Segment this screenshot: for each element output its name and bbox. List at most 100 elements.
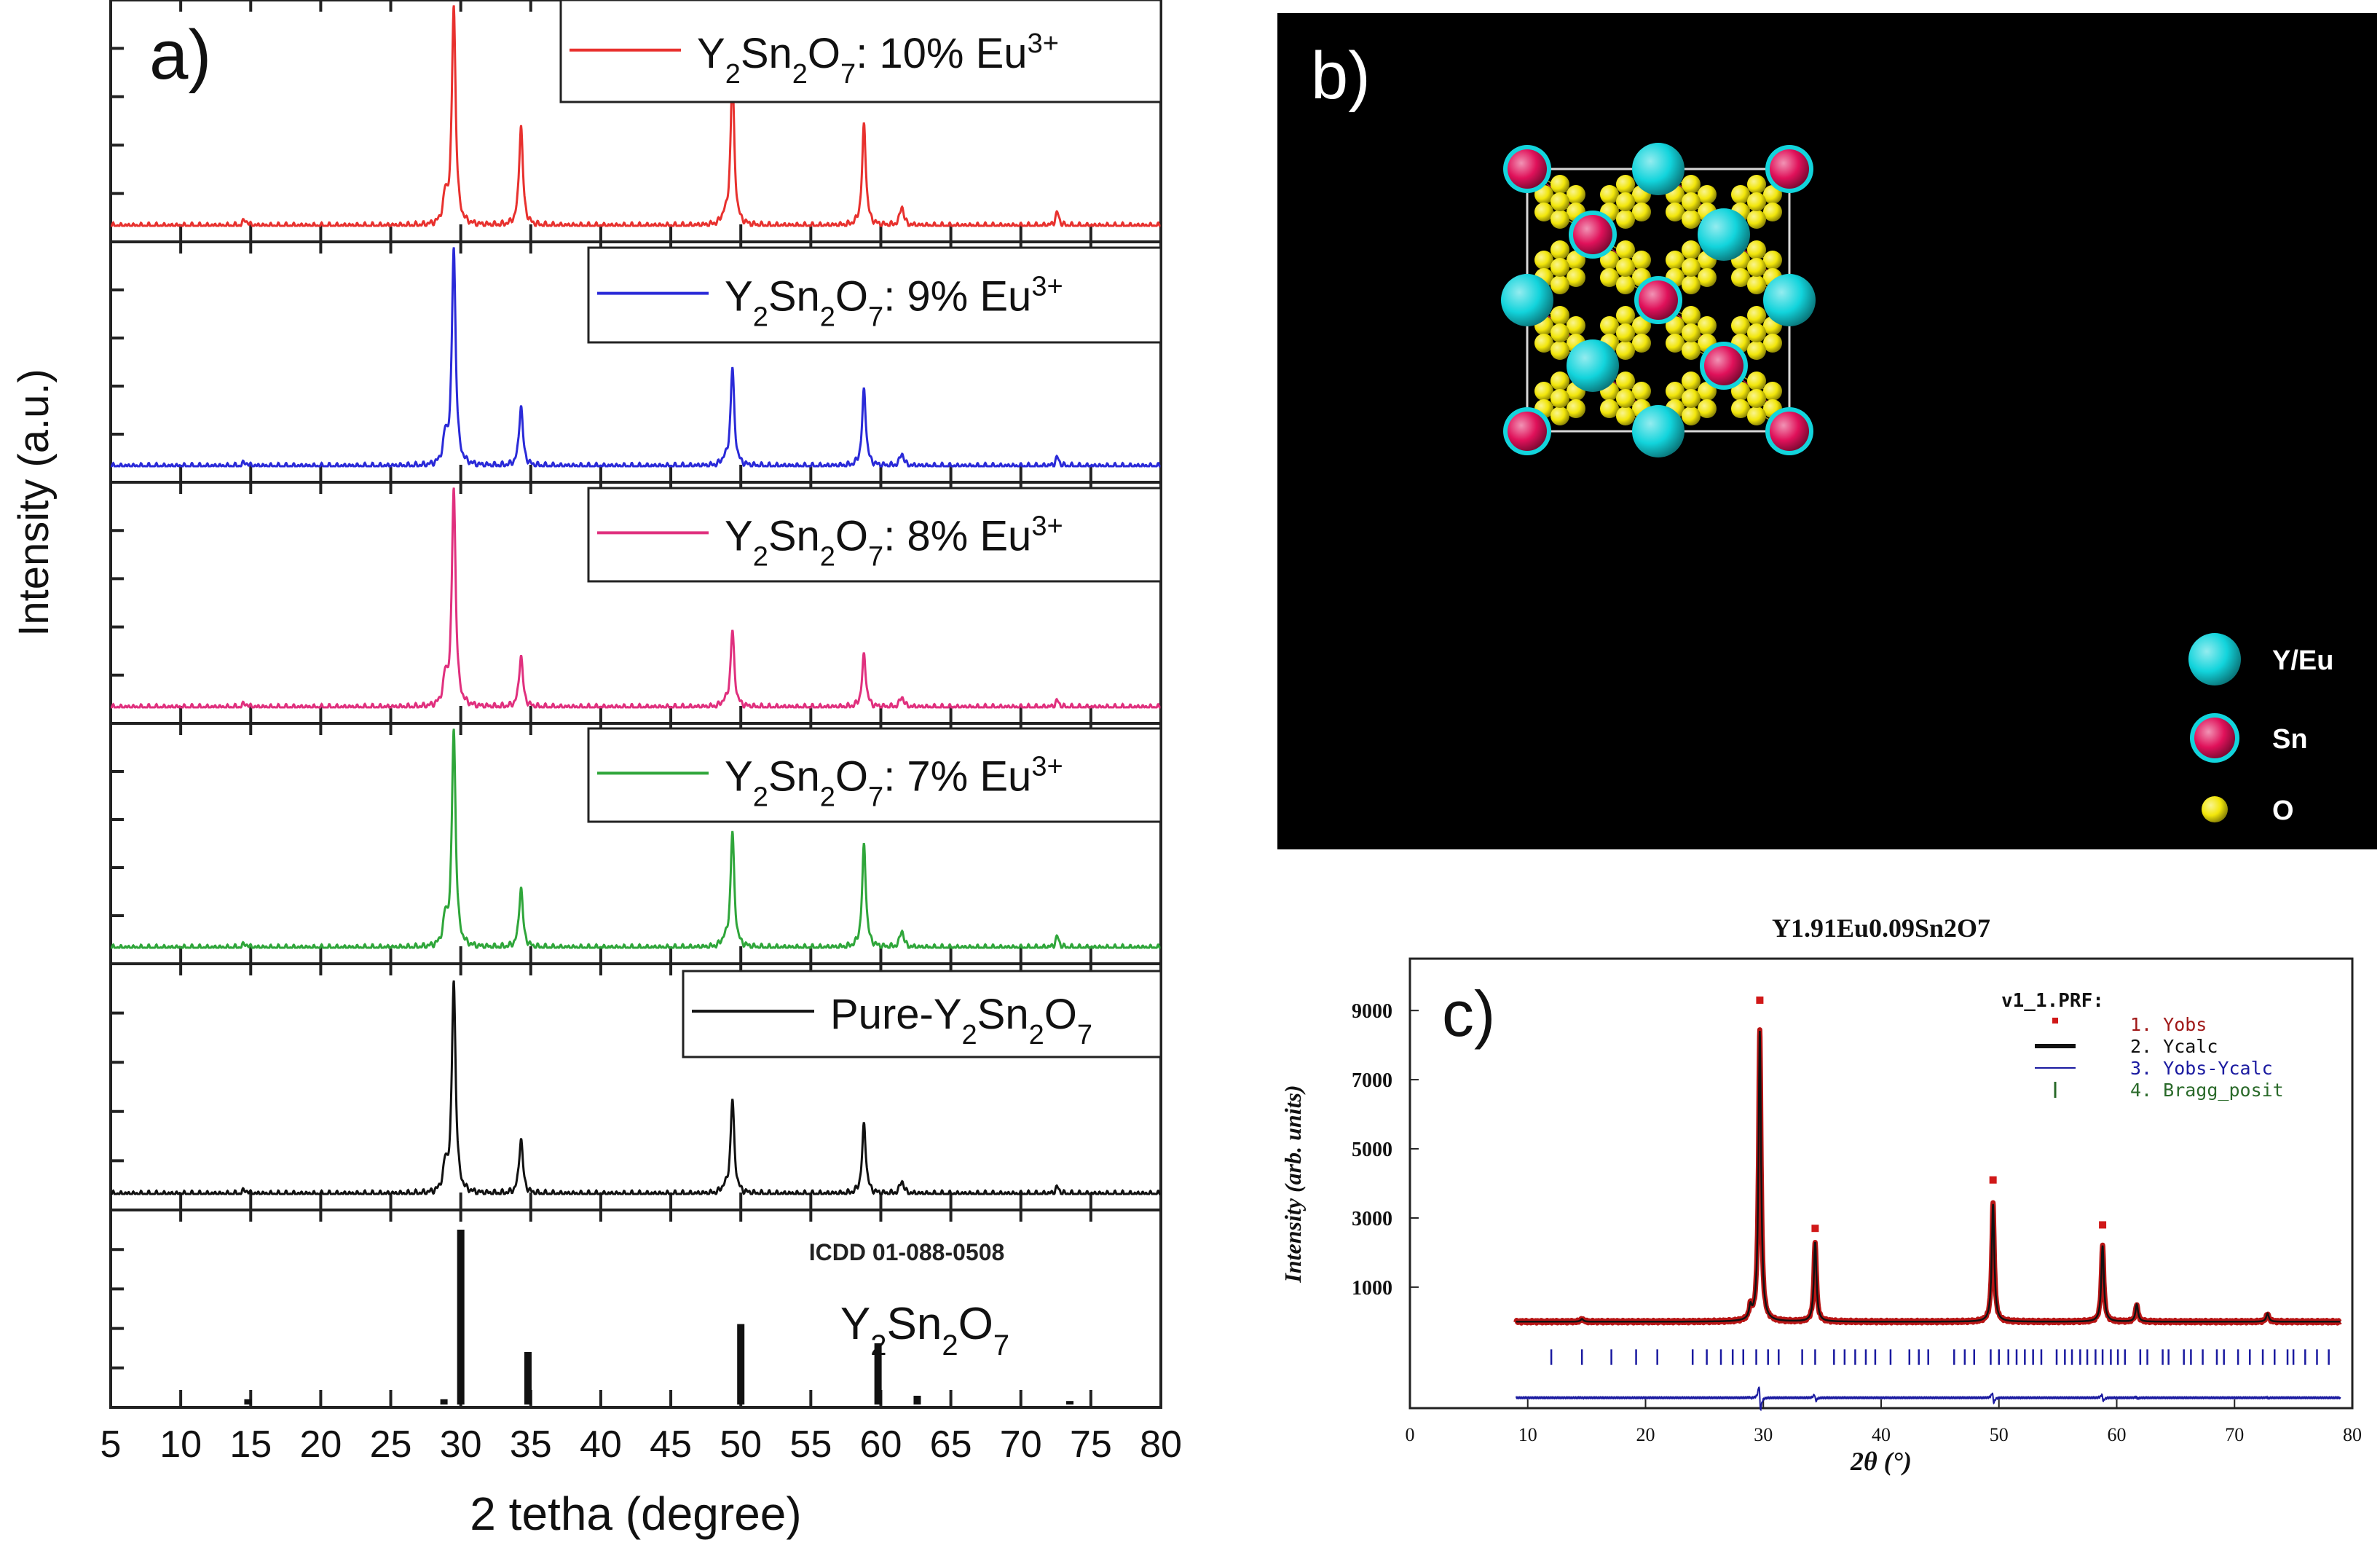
x-tick-label: 45 bbox=[650, 1423, 692, 1466]
text-span: 2 bbox=[725, 59, 741, 90]
text-span: 2 bbox=[820, 541, 835, 572]
x-tick-label: 80 bbox=[1140, 1423, 1182, 1466]
o-atom bbox=[1600, 399, 1619, 418]
text-span: 7 bbox=[868, 782, 883, 812]
text-span: 7 bbox=[868, 302, 883, 333]
o-atom bbox=[1682, 306, 1701, 325]
o-atom bbox=[1616, 175, 1635, 194]
o-atom bbox=[1550, 258, 1569, 277]
o-atom bbox=[1616, 240, 1635, 259]
legend-label-0: Y2Sn2O7: 10% Eu3+ bbox=[697, 28, 1059, 90]
panel-c-y-axis-label: Intensity (arb. units) bbox=[1280, 1085, 1306, 1283]
o-atom bbox=[1550, 372, 1569, 390]
text-span: 7 bbox=[840, 59, 856, 90]
panel-b: b) Y/Eu Sn O bbox=[1277, 13, 2377, 849]
text-span: 2 bbox=[753, 541, 768, 572]
text-span: Y bbox=[725, 512, 753, 559]
o-atom bbox=[1666, 251, 1684, 270]
c-x-tick-label: 10 bbox=[1518, 1424, 1537, 1445]
c-y-tick-label: 1000 bbox=[1352, 1277, 1392, 1300]
panel-a-x-axis-label: 2 tetha (degree) bbox=[470, 1488, 801, 1540]
text-span: Sn bbox=[768, 273, 820, 321]
text-span: Sn bbox=[768, 753, 820, 800]
text-span: 2 bbox=[753, 302, 768, 333]
o-atom bbox=[1731, 185, 1750, 204]
y-eu-atom bbox=[1698, 208, 1750, 261]
sn-atom bbox=[1508, 149, 1547, 189]
o-atom bbox=[1682, 406, 1701, 425]
o-atom bbox=[1682, 323, 1701, 342]
obs-peak-marker bbox=[2099, 1221, 2107, 1229]
o-atom bbox=[1550, 175, 1569, 194]
o-atom bbox=[1747, 192, 1766, 211]
text-span: 7 bbox=[1077, 1020, 1092, 1050]
legend-label-4: Pure-Y2Sn2O7 bbox=[830, 991, 1092, 1050]
text-span: 2 bbox=[1029, 1020, 1044, 1050]
text-span: : 10% Eu bbox=[856, 30, 1027, 77]
o-atom bbox=[1616, 372, 1635, 390]
panel-a-reference bbox=[244, 1230, 1074, 1404]
c-y-tick-label: 5000 bbox=[1352, 1139, 1392, 1161]
legend-label-3: Y2Sn2O7: 7% Eu3+ bbox=[725, 751, 1063, 812]
x-tick-label: 20 bbox=[299, 1423, 342, 1466]
c-legend-title: v1_1.PRF: bbox=[2001, 990, 2104, 1012]
x-tick-label: 70 bbox=[1000, 1423, 1042, 1466]
o-atom bbox=[1682, 372, 1701, 390]
o-atom bbox=[1682, 341, 1701, 360]
y-eu-atom bbox=[1763, 274, 1816, 326]
text-span: 2 bbox=[820, 782, 835, 812]
reference-stick bbox=[244, 1399, 252, 1404]
o-atom bbox=[1682, 210, 1701, 229]
o-atom bbox=[1550, 275, 1569, 294]
text-span: 7 bbox=[868, 541, 883, 572]
icdd-formula: Y2Sn2O7 bbox=[840, 1299, 1009, 1362]
legend-label-yeu: Y/Eu bbox=[2272, 645, 2333, 676]
text-span: Pure-Y bbox=[830, 991, 962, 1038]
o-atom bbox=[1632, 334, 1651, 353]
reference-stick bbox=[913, 1396, 921, 1404]
panel-a-legends: Y2Sn2O7: 10% Eu3+Y2Sn2O7: 9% Eu3+Y2Sn2O7… bbox=[559, 0, 1162, 1058]
o-atom bbox=[1763, 334, 1782, 353]
legend-o-icon bbox=[2202, 796, 2228, 822]
sn-atom bbox=[1508, 412, 1547, 451]
o-atom bbox=[1698, 316, 1717, 335]
legend-box-1 bbox=[587, 246, 1162, 344]
o-atom bbox=[1550, 240, 1569, 259]
text-span: 2 bbox=[820, 302, 835, 333]
panel-b-legend: Y/Eu Sn O bbox=[2188, 633, 2333, 826]
xrd-trace-2 bbox=[111, 487, 1161, 709]
o-atom bbox=[1747, 240, 1766, 259]
x-tick-label: 50 bbox=[720, 1423, 762, 1466]
o-atom bbox=[1682, 389, 1701, 408]
text-span: O bbox=[835, 273, 868, 321]
panel-c: Y1.91Eu0.09Sn2O7 c) Intensity (arb. unit… bbox=[1280, 914, 2362, 1476]
reference-stick bbox=[874, 1343, 882, 1404]
c-legend-label-diff: 3. Yobs-Ycalc bbox=[2130, 1058, 2273, 1079]
text-span: 3+ bbox=[1031, 511, 1063, 541]
text-span: 2 bbox=[753, 782, 768, 812]
o-atom bbox=[1747, 210, 1766, 229]
text-span: O bbox=[808, 30, 840, 77]
c-legend-label-bragg: 4. Bragg_posit bbox=[2130, 1080, 2284, 1101]
sn-atom bbox=[1770, 149, 1809, 189]
c-x-tick-label: 60 bbox=[2108, 1424, 2127, 1445]
text-span: 2 bbox=[792, 59, 808, 90]
reference-stick bbox=[524, 1352, 532, 1404]
o-atom bbox=[1682, 240, 1701, 259]
o-atom bbox=[1534, 334, 1553, 353]
sn-atom bbox=[1639, 280, 1678, 320]
text-span: 3+ bbox=[1031, 272, 1063, 302]
panel-a-label: a) bbox=[149, 16, 211, 94]
panel-c-x-axis-label: 2θ (°) bbox=[1850, 1447, 1912, 1476]
text-span: O bbox=[835, 512, 868, 559]
panel-b-label: b) bbox=[1311, 39, 1371, 113]
sn-atom bbox=[1770, 412, 1809, 451]
text-span: O bbox=[1044, 991, 1077, 1038]
reference-stick bbox=[1066, 1401, 1074, 1404]
ycalc-trace bbox=[1516, 1031, 2341, 1323]
c-y-tick-label: 9000 bbox=[1352, 1000, 1392, 1023]
x-tick-label: 40 bbox=[580, 1423, 622, 1466]
legend-box-2 bbox=[587, 487, 1162, 583]
